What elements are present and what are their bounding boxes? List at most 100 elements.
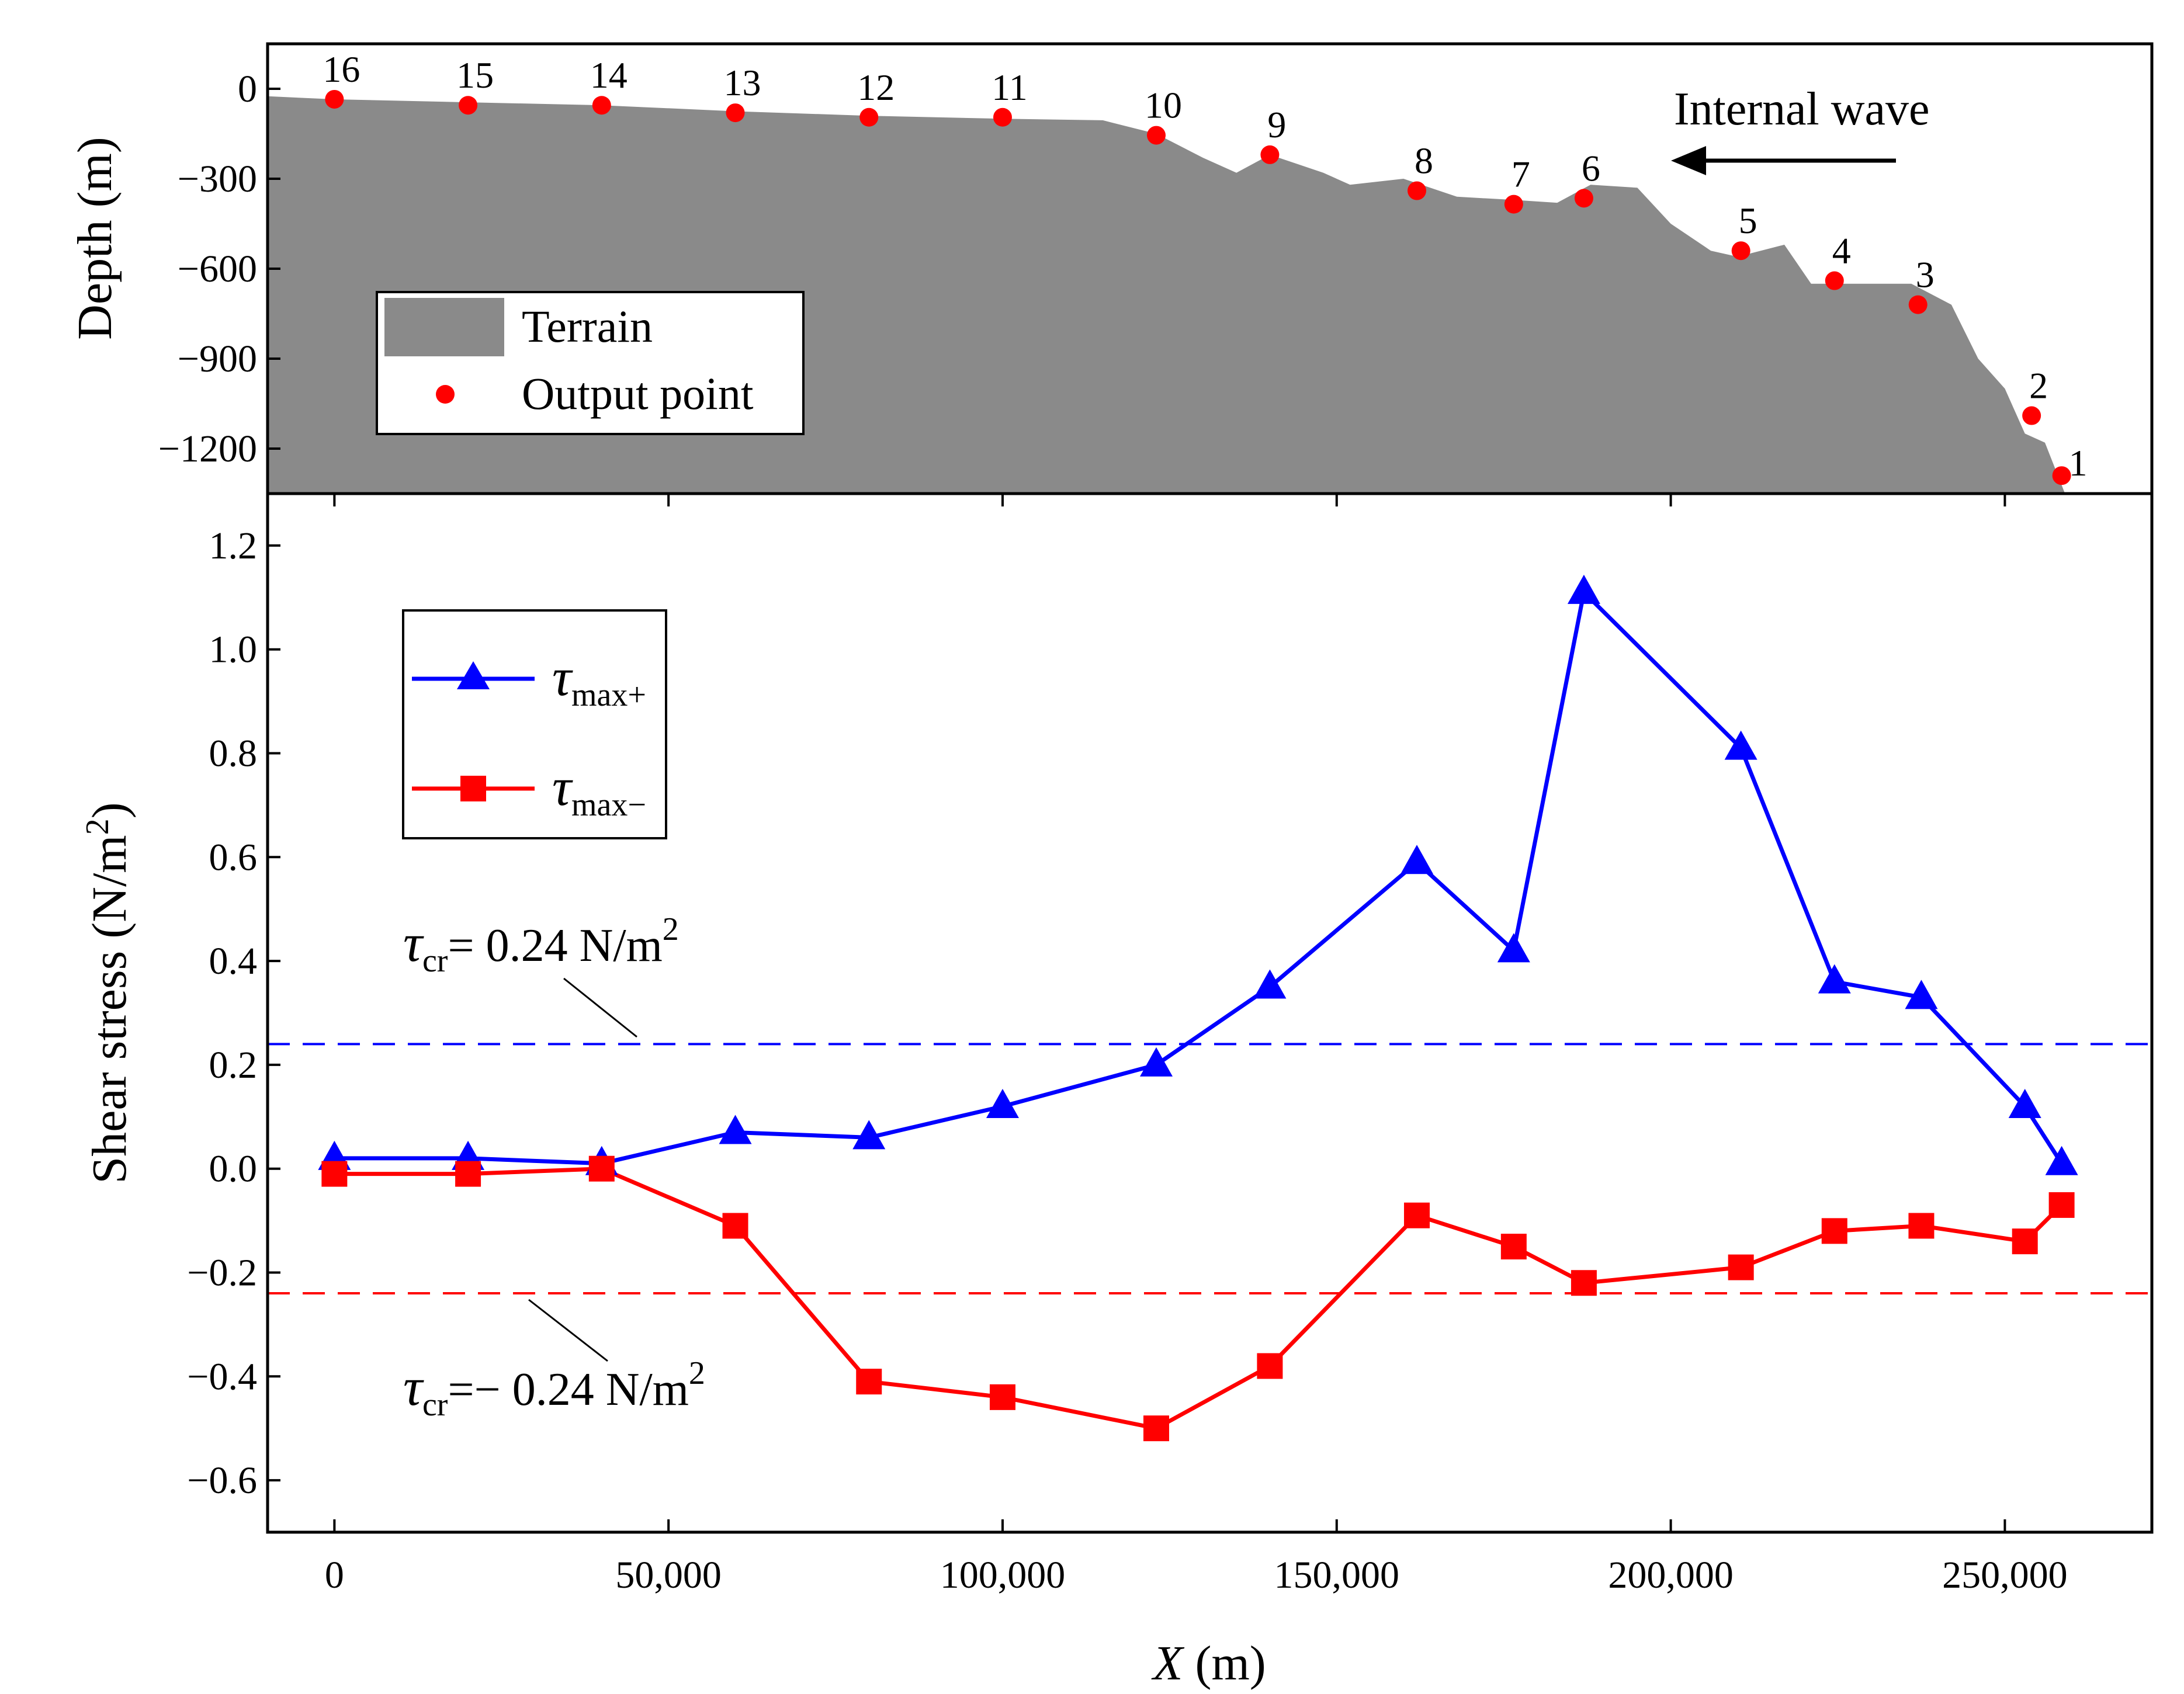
marker-tau_max_plus bbox=[986, 1089, 1019, 1119]
output-point-label: 11 bbox=[992, 67, 1028, 108]
shear-y-tick-label: 1.0 bbox=[209, 629, 258, 671]
marker-tau_max_minus bbox=[1571, 1270, 1597, 1296]
x-axis-title: X (m) bbox=[1151, 1636, 1266, 1690]
shear-x-tick-label: 0 bbox=[325, 1554, 344, 1596]
marker-tau_max_minus bbox=[455, 1161, 481, 1187]
output-point bbox=[859, 107, 879, 127]
marker-tau_max_minus bbox=[1404, 1202, 1430, 1228]
legend-marker-square bbox=[460, 776, 486, 801]
output-point-label: 6 bbox=[1582, 147, 1600, 189]
output-point-label: 15 bbox=[456, 54, 494, 96]
series-layer bbox=[318, 574, 2078, 1442]
shear-y-tick-label: 0.2 bbox=[209, 1044, 258, 1086]
marker-tau_max_minus bbox=[1728, 1254, 1754, 1280]
marker-tau_max_plus bbox=[1567, 574, 1600, 604]
output-point-label: 2 bbox=[2029, 365, 2048, 407]
output-point bbox=[1731, 241, 1750, 261]
marker-tau_max_plus bbox=[1905, 980, 1938, 1009]
shear-x-tick-label: 150,000 bbox=[1274, 1554, 1400, 1596]
marker-tau_max_plus bbox=[1140, 1047, 1173, 1077]
marker-tau_max_minus bbox=[1821, 1218, 1847, 1244]
shear-y-tick-label: −0.2 bbox=[187, 1252, 257, 1294]
output-point bbox=[993, 107, 1012, 127]
output-point bbox=[325, 89, 344, 109]
marker-tau_max_minus bbox=[588, 1155, 615, 1182]
marker-tau_max_plus bbox=[2008, 1089, 2041, 1119]
output-point-label: 9 bbox=[1267, 104, 1286, 145]
terrain-legend: Terrain Output point bbox=[376, 291, 805, 435]
legend-label-minus: τmax− bbox=[552, 757, 646, 823]
shear-y-tick-label: −0.6 bbox=[187, 1459, 257, 1502]
marker-tau_max_minus bbox=[321, 1161, 348, 1187]
shear-y-tick-label: 0.8 bbox=[209, 733, 258, 775]
output-point-label: 14 bbox=[590, 54, 628, 96]
depth-axis-title: Depth (m) bbox=[68, 137, 122, 340]
output-point bbox=[1574, 189, 1593, 208]
marker-tau_max_minus bbox=[1257, 1353, 1283, 1379]
terrain-y-tick-label: −1200 bbox=[158, 428, 257, 470]
terrain-y-tick-label: −600 bbox=[178, 248, 257, 290]
shear-legend-box bbox=[402, 609, 667, 839]
marker-tau_max_minus bbox=[856, 1369, 882, 1395]
terrain-y-ticks: 0 −300 −600 −900 −1200 bbox=[158, 68, 2006, 506]
output-point bbox=[1408, 181, 1427, 200]
terrain-y-tick-label: 0 bbox=[238, 68, 257, 110]
marker-tau_max_minus bbox=[722, 1213, 748, 1239]
marker-tau_max_plus bbox=[1497, 933, 1530, 963]
output-point bbox=[459, 96, 478, 115]
output-point-label: 13 bbox=[724, 62, 761, 103]
marker-tau_max_minus bbox=[2012, 1228, 2038, 1255]
shear-legend: τmax+ τmax− bbox=[402, 609, 667, 839]
threshold-minus-leader bbox=[528, 1299, 608, 1362]
shear-y-ticks: 1.2 1.0 0.8 0.6 0.4 0.2 0.0 −0.2 −0.4 −0.6 bbox=[187, 525, 280, 1502]
threshold-plus-label: τcr= 0.24 N/m2 bbox=[403, 911, 679, 979]
output-legend-marker bbox=[436, 385, 455, 404]
shear-axis-title: Shear stress (N/m2) bbox=[79, 802, 137, 1183]
marker-tau_max_plus bbox=[2045, 1145, 2078, 1175]
output-point-label: 4 bbox=[1832, 230, 1851, 272]
output-point bbox=[1504, 195, 1523, 214]
terrain-y-tick-label: −900 bbox=[178, 338, 257, 380]
terrain-legend-label: Terrain bbox=[522, 301, 653, 352]
output-point-label: 8 bbox=[1415, 140, 1433, 182]
marker-tau_max_minus bbox=[1908, 1213, 1935, 1239]
output-point-label: 5 bbox=[1739, 200, 1757, 241]
output-point bbox=[2052, 466, 2071, 485]
output-point-label: 7 bbox=[1512, 154, 1530, 195]
output-point-label: 12 bbox=[857, 67, 895, 108]
output-point bbox=[1825, 271, 1844, 290]
output-point bbox=[1260, 145, 1280, 164]
marker-tau_max_minus bbox=[989, 1384, 1015, 1410]
output-point-label: 10 bbox=[1145, 85, 1182, 126]
shear-x-tick-label: 200,000 bbox=[1608, 1554, 1734, 1596]
shear-x-ticks: 0 50,000 100,000 150,000 200,000 250,000 bbox=[325, 1519, 2068, 1596]
shear-x-tick-label: 100,000 bbox=[940, 1554, 1066, 1596]
output-point bbox=[592, 96, 611, 115]
terrain-panel: 0−300−600−900−1200 123456789101112131415… bbox=[68, 48, 2152, 506]
marker-tau_max_minus bbox=[2048, 1192, 2075, 1218]
output-legend-label: Output point bbox=[522, 368, 754, 419]
marker-tau_max_plus bbox=[1818, 964, 1851, 994]
terrain-y-tick-label: −300 bbox=[178, 158, 257, 200]
shear-y-tick-label: 0.6 bbox=[209, 836, 258, 879]
legend-marker-triangle bbox=[457, 661, 490, 689]
output-point-label: 3 bbox=[1916, 254, 1935, 296]
legend-label-plus: τmax+ bbox=[552, 647, 646, 713]
series-line-tau_max_plus bbox=[334, 588, 2064, 1166]
shear-panel: 1.2 1.0 0.8 0.6 0.4 0.2 0.0 −0.2 −0.4 −0.6 0 50,00… bbox=[79, 525, 2152, 1690]
internal-wave-label: Internal wave bbox=[1674, 84, 1930, 135]
output-point-label: 16 bbox=[323, 48, 360, 90]
marker-tau_max_plus bbox=[1400, 845, 1434, 874]
shear-y-tick-label: 0.4 bbox=[209, 940, 258, 983]
shear-y-tick-label: −0.4 bbox=[187, 1355, 257, 1398]
threshold-plus-leader bbox=[563, 977, 637, 1038]
marker-tau_max_plus bbox=[852, 1120, 886, 1150]
threshold-minus-label: τcr=− 0.24 N/m2 bbox=[403, 1355, 705, 1423]
marker-tau_max_plus bbox=[719, 1115, 752, 1144]
output-point bbox=[2022, 406, 2041, 425]
marker-tau_max_minus bbox=[1143, 1415, 1170, 1442]
output-point-label: 1 bbox=[2069, 442, 2088, 484]
marker-tau_max_plus bbox=[1253, 969, 1287, 999]
